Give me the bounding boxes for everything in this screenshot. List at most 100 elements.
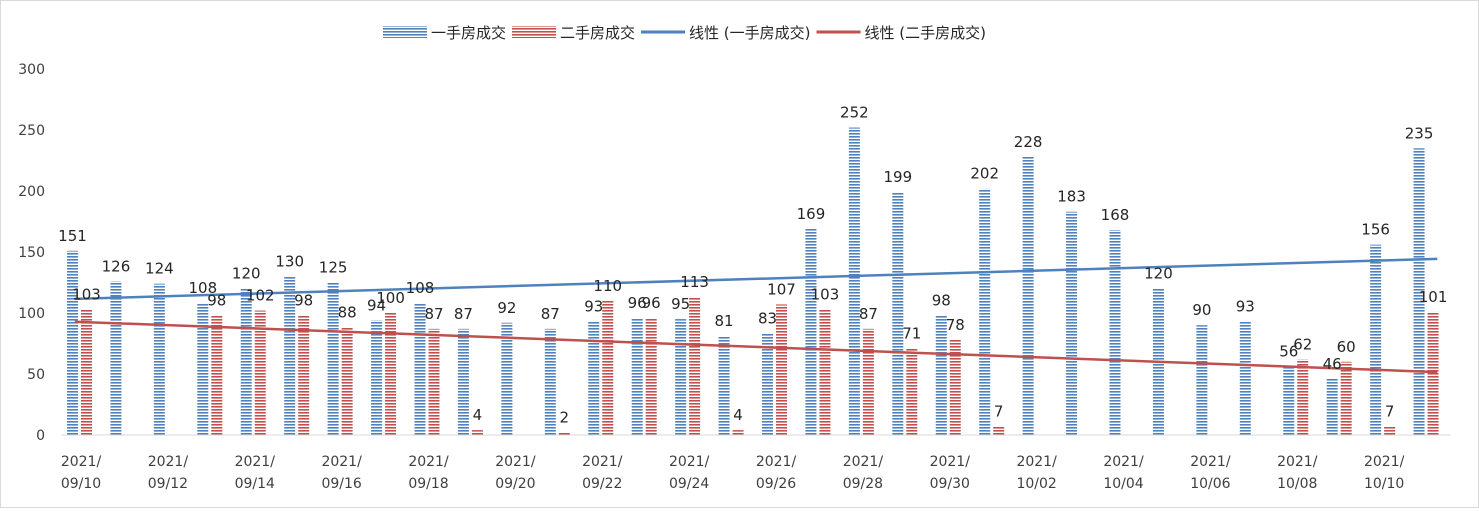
bar-resale	[689, 297, 701, 435]
bar-new-home	[197, 303, 209, 435]
x-tick-label: 10/06	[1190, 476, 1230, 492]
x-tick-label: 2021/	[235, 454, 276, 470]
legend-swatch	[512, 26, 557, 38]
data-label: 94	[367, 296, 386, 314]
bar-new-home	[848, 127, 860, 435]
legend-label: 二手房成交	[560, 24, 635, 42]
data-label: 87	[541, 305, 560, 323]
data-label: 107	[767, 280, 796, 298]
data-label: 7	[994, 402, 1004, 420]
x-tick-label: 10/08	[1277, 476, 1317, 492]
bar-new-home	[501, 322, 513, 435]
data-labels: 151 126 124 108 120 130 125 94 108 87 92 87 93 96 95 81…	[58, 104, 1447, 427]
bar-new-home	[414, 303, 426, 435]
data-label: 87	[454, 305, 473, 323]
data-label: 62	[1293, 335, 1312, 353]
x-tick-label: 10/04	[1103, 476, 1143, 492]
data-label: 235	[1405, 124, 1434, 142]
x-tick-label: 2021/	[1277, 454, 1318, 470]
data-label: 81	[715, 312, 734, 330]
y-axis: 0 50 100 150 200 250 300	[18, 62, 45, 444]
data-label: 169	[797, 205, 826, 223]
bar-new-home	[153, 283, 165, 435]
data-label: 103	[72, 285, 101, 303]
bar-new-home	[805, 228, 817, 435]
data-label: 108	[406, 279, 435, 297]
trendline	[74, 320, 1438, 374]
x-tick-label: 10/10	[1364, 476, 1404, 492]
data-label: 90	[1192, 301, 1211, 319]
bar-new-home	[1239, 321, 1251, 435]
x-tick-label: 2021/	[930, 454, 971, 470]
legend-label: 线性 (二手房成交)	[865, 24, 986, 42]
data-label: 103	[811, 285, 840, 303]
x-tick-label: 09/22	[582, 476, 622, 492]
bar-new-home	[892, 192, 904, 435]
data-label: 93	[584, 298, 603, 316]
data-label: 95	[671, 295, 690, 313]
trendline	[74, 257, 1438, 301]
x-tick-label: 09/14	[235, 476, 275, 492]
data-label: 108	[188, 279, 217, 297]
x-tick-label: 2021/	[148, 454, 189, 470]
data-label: 156	[1361, 221, 1390, 239]
data-label: 100	[376, 289, 405, 307]
data-label: 183	[1057, 188, 1086, 206]
data-label: 130	[275, 252, 304, 270]
bar-new-home	[371, 320, 383, 435]
bar-resale	[645, 317, 657, 435]
bar-resale	[949, 339, 961, 435]
data-label: 56	[1279, 343, 1298, 361]
x-tick-label: 09/26	[756, 476, 796, 492]
bar-resale	[819, 309, 831, 435]
data-label: 124	[145, 260, 174, 278]
bar-resale	[602, 300, 614, 435]
data-label: 7	[1385, 402, 1395, 420]
x-tick-label: 09/28	[843, 476, 883, 492]
bar-new-home	[1196, 325, 1208, 435]
legend: 一手房成交 二手房成交 线性 (一手房成交) 线性 (二手房成交)	[383, 24, 986, 42]
data-label: 98	[207, 291, 226, 309]
data-label: 78	[946, 316, 965, 334]
x-tick-label: 09/30	[930, 476, 970, 492]
x-tick-label: 09/20	[495, 476, 535, 492]
bar-new-home	[675, 319, 687, 435]
data-label: 4	[733, 406, 743, 424]
bar-new-home	[67, 250, 78, 435]
data-label: 151	[58, 227, 87, 245]
bar-new-home	[1326, 378, 1338, 435]
data-label: 101	[1419, 288, 1448, 306]
x-tick-label: 2021/	[582, 454, 623, 470]
bar-new-home	[588, 321, 600, 435]
data-label: 202	[970, 165, 999, 183]
bars	[67, 127, 1439, 436]
x-tick-label: 2021/	[1364, 454, 1405, 470]
bar-new-home	[1413, 148, 1425, 436]
trendlines	[74, 257, 1438, 374]
data-label: 4	[473, 406, 483, 424]
data-label: 98	[932, 291, 951, 309]
bar-resale	[862, 328, 874, 435]
data-label: 168	[1101, 206, 1130, 224]
data-label: 96	[628, 294, 647, 312]
bar-resale	[732, 430, 744, 435]
bar-resale	[993, 426, 1005, 435]
legend-label: 线性 (一手房成交)	[689, 24, 810, 42]
bar-new-home	[1109, 230, 1121, 435]
x-tick-label: 09/16	[321, 476, 361, 492]
x-tick-label: 2021/	[1016, 454, 1057, 470]
bar-new-home	[979, 188, 991, 435]
bar-new-home	[240, 288, 252, 435]
bar-resale	[1340, 361, 1352, 435]
x-tick-label: 09/24	[669, 476, 709, 492]
x-tick-label: 2021/	[843, 454, 884, 470]
data-label: 87	[424, 305, 443, 323]
bar-resale	[471, 430, 483, 435]
data-label: 102	[246, 287, 275, 305]
bar-new-home	[457, 328, 469, 435]
data-label: 92	[497, 299, 516, 317]
bar-new-home	[718, 336, 730, 435]
x-tick-label: 2021/	[495, 454, 536, 470]
data-label: 126	[102, 257, 131, 275]
